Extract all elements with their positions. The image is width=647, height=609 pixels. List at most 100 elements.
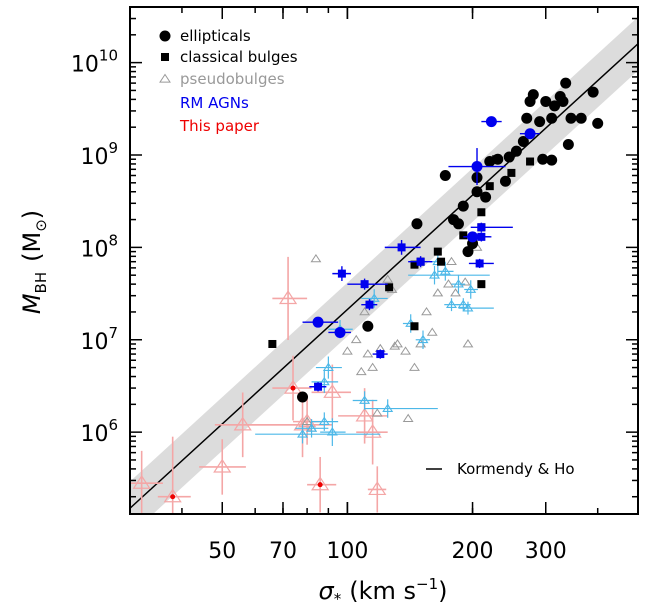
- point-classical-bulge: [459, 231, 468, 240]
- y-axis-symbol: M: [18, 293, 46, 314]
- y-tick-mantissa: 10: [80, 330, 108, 355]
- point-pseudobulge: [362, 349, 374, 358]
- point-rm-agn: [312, 316, 324, 328]
- point-elliptical: [462, 246, 474, 258]
- point-rm-agn: [477, 232, 486, 241]
- point-pseudobulge-light: [368, 293, 380, 302]
- y-axis-unit: (M: [18, 232, 46, 262]
- x-axis-subscript: *: [334, 590, 342, 608]
- legend-marker-triangle: [159, 73, 171, 83]
- x-tick-label: 200: [452, 539, 494, 564]
- point-pseudobulge-light: [439, 266, 451, 275]
- y-tick-mantissa: 10: [71, 53, 99, 78]
- point-pseudobulge: [400, 346, 411, 355]
- point-rm-agn: [365, 300, 374, 309]
- axis-titles-layer: σ* (km s−1) MBH (M⊙): [18, 210, 448, 608]
- x-tick-label: 50: [208, 539, 236, 564]
- y-axis-title: MBH (M⊙): [18, 210, 50, 314]
- point-elliptical: [537, 153, 549, 165]
- point-elliptical: [562, 138, 574, 150]
- point-pseudobulge-light: [359, 395, 371, 404]
- point-pseudobulge-light: [452, 279, 464, 288]
- y-tick-exponent: 8: [108, 231, 118, 249]
- point-elliptical: [549, 100, 561, 112]
- point-elliptical: [534, 116, 546, 128]
- axes-layer: [129, 6, 639, 515]
- point-this-paper: [132, 474, 151, 489]
- point-classical-bulge: [526, 157, 535, 166]
- legend-layer: ellipticals classical bulges pseudobulges R…: [159, 27, 575, 478]
- legend-label: classical bulges: [180, 48, 298, 66]
- y-tick-exponent: 7: [108, 324, 118, 342]
- point-elliptical: [521, 112, 533, 124]
- point-elliptical: [587, 86, 599, 98]
- point-pseudobulge: [382, 274, 394, 283]
- point-rm-agn: [477, 223, 486, 232]
- x-tick-label: 70: [269, 539, 297, 564]
- point-pseudobulge-light: [382, 403, 394, 412]
- legend-label: ellipticals: [180, 27, 251, 45]
- y-tick-label: 108: [80, 231, 118, 262]
- x-tick-label: 300: [525, 539, 567, 564]
- point-pseudobulge: [450, 288, 461, 297]
- point-this-paper: [233, 416, 252, 431]
- point-classical-bulge: [492, 155, 501, 164]
- point-pseudobulge: [426, 327, 438, 336]
- point-this-paper: [163, 488, 182, 503]
- point-pseudobulge-light: [318, 416, 330, 426]
- point-pseudobulge: [310, 253, 322, 263]
- x-axis-unit-close: ): [438, 577, 447, 605]
- point-rm-agn: [376, 350, 385, 359]
- legend-marker-circle: [159, 30, 171, 42]
- y-tick-mantissa: 10: [80, 422, 108, 447]
- point-classical-bulge: [268, 339, 277, 348]
- legend-label: pseudobulges: [180, 70, 285, 88]
- point-rm-agn: [475, 259, 484, 268]
- point-elliptical: [411, 218, 423, 230]
- point-classical-bulge: [477, 208, 486, 217]
- point-pseudobulge: [421, 306, 432, 316]
- legend-marker-square: [161, 53, 169, 61]
- plot-frame: [129, 6, 639, 515]
- point-pseudobulge: [367, 362, 379, 371]
- point-pseudobulge-light: [445, 299, 458, 309]
- point-this-paper: [278, 290, 298, 305]
- point-pseudobulge: [392, 339, 403, 348]
- point-pseudobulge: [462, 339, 474, 348]
- legend-label: RM AGNs: [180, 94, 249, 112]
- y-tick-exponent: 9: [108, 139, 118, 157]
- point-elliptical: [452, 218, 464, 230]
- point-pseudobulge: [371, 408, 383, 417]
- y-axis-subscript: BH: [32, 272, 50, 294]
- point-pseudobulge: [409, 362, 420, 371]
- point-rm-agn: [471, 161, 483, 173]
- x-tick-label: 100: [326, 539, 368, 564]
- point-this-paper-dot: [290, 385, 296, 391]
- x-axis-unit: (km s: [349, 577, 416, 605]
- point-this-paper: [355, 407, 374, 422]
- point-elliptical: [565, 112, 577, 124]
- point-elliptical: [546, 154, 558, 166]
- point-classical-bulge: [433, 247, 442, 256]
- x-axis-title: σ* (km s−1): [319, 575, 448, 608]
- point-rm-agn: [334, 326, 346, 338]
- point-elliptical: [471, 186, 483, 198]
- point-classical-bulge: [437, 257, 446, 266]
- point-pseudobulge: [459, 277, 471, 286]
- fit-band-layer: [130, 16, 638, 514]
- legend-label: This paper: [179, 117, 260, 135]
- y-tick-label: 106: [80, 416, 118, 447]
- y-tick-label: 107: [80, 324, 118, 355]
- y-tick-exponent: 10: [99, 47, 118, 65]
- point-this-paper: [213, 458, 232, 473]
- y-axis-unit-subscript: ⊙: [32, 219, 50, 232]
- point-classical-bulge: [410, 260, 419, 269]
- fit-scatter-band: [130, 16, 638, 514]
- point-pseudobulge-light: [306, 423, 318, 432]
- point-this-paper: [363, 423, 382, 438]
- point-pseudobulge: [350, 334, 362, 344]
- point-pseudobulge: [359, 306, 371, 316]
- y-tick-mantissa: 10: [80, 145, 108, 170]
- point-elliptical: [510, 145, 522, 157]
- point-rm-agn: [314, 382, 323, 391]
